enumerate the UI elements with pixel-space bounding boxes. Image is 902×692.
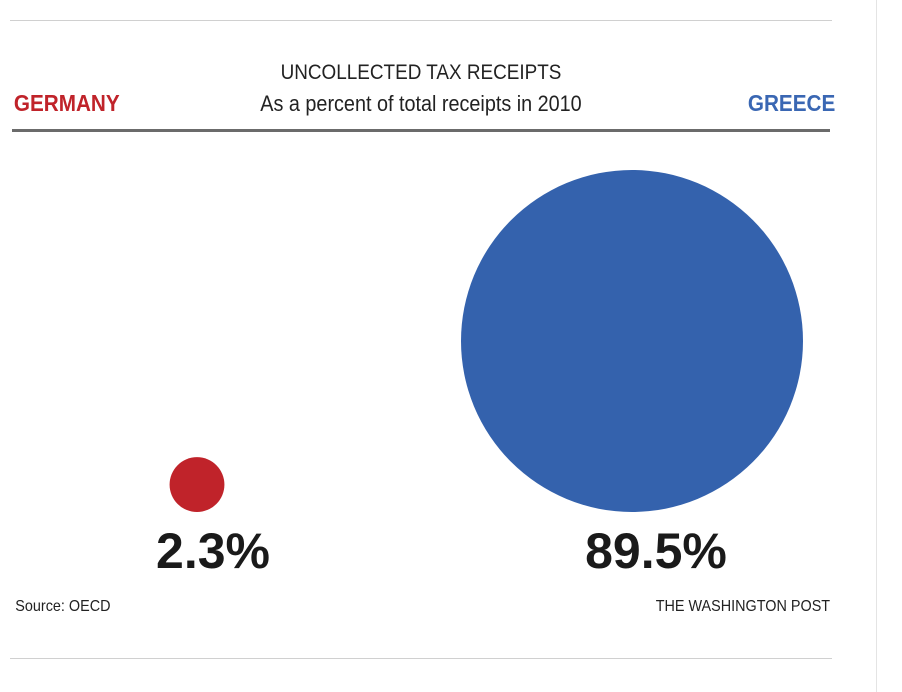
bubble-germany	[169, 457, 225, 512]
chart-title: UNCOLLECTED TAX RECEIPTS	[280, 61, 562, 84]
legend-greece: GREECE	[747, 90, 836, 116]
bottom-divider	[10, 658, 832, 659]
bubble-greece	[461, 170, 803, 512]
credit: THE WASHINGTON POST	[655, 598, 831, 615]
header-rule	[12, 129, 830, 132]
source-note: Source: OECD	[15, 598, 111, 615]
top-divider	[10, 20, 832, 21]
legend-germany: GERMANY	[13, 90, 120, 116]
value-label-greece: 89.5%	[585, 523, 727, 579]
right-border	[876, 0, 877, 692]
chart-subtitle: As a percent of total receipts in 2010	[260, 91, 582, 116]
value-label-germany: 2.3%	[156, 523, 270, 579]
